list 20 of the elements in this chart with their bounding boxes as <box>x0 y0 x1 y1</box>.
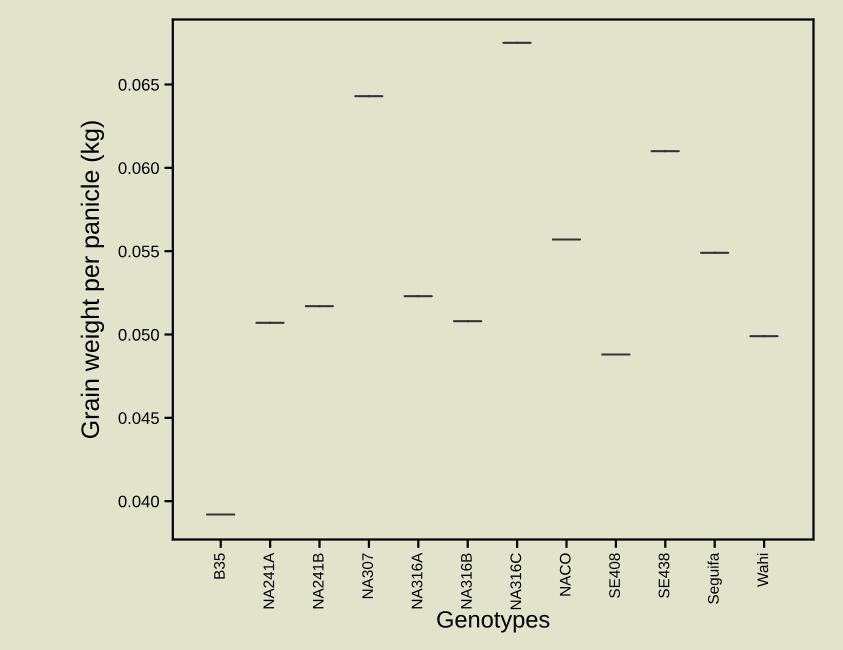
x-tick-label: NA241B <box>312 554 324 608</box>
y-tick-label: 0.055 <box>118 246 159 258</box>
y-axis-title: Grain weight per panicle (kg) <box>80 121 104 438</box>
y-tick-label: 0.065 <box>118 78 159 91</box>
x-tick-label: NA307 <box>362 553 374 598</box>
y-tick-label: 0.045 <box>118 412 159 424</box>
x-tick-label: NA316C <box>510 553 522 610</box>
x-tick-label: Seguifa <box>708 552 722 604</box>
y-tick-label: 0.060 <box>118 162 159 174</box>
x-tick-label: NACO <box>560 553 571 596</box>
x-tick-label: Wahi <box>756 554 768 587</box>
y-tick-label: 0.040 <box>118 496 159 508</box>
y-tick-label: 0.050 <box>118 328 159 341</box>
x-tick-label: NA316A <box>412 552 422 608</box>
x-tick-label: B35 <box>214 553 225 579</box>
x-axis-title: Genotypes <box>437 611 550 632</box>
x-tick-label: SE408 <box>609 553 620 598</box>
x-tick-label: NA241A <box>263 552 274 608</box>
x-tick-label: NA316B <box>461 554 472 608</box>
x-tick-label: SE438 <box>658 553 670 598</box>
